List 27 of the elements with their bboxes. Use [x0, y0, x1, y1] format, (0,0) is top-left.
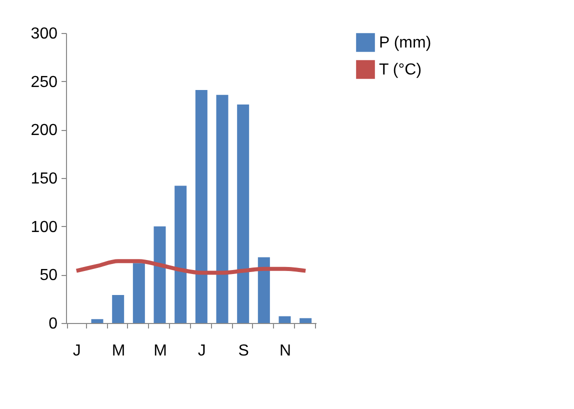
bar — [216, 94, 228, 323]
y-tick-label: 150 — [30, 170, 58, 188]
bar — [300, 318, 312, 323]
x-tick-label: M — [154, 342, 167, 360]
x-tick-label: S — [238, 342, 249, 360]
y-tick-label: 300 — [30, 26, 58, 42]
bar — [174, 186, 187, 323]
y-tick-label: 200 — [30, 122, 58, 140]
y-tick-label: 250 — [30, 74, 58, 91]
y-tick-label: 50 — [40, 267, 58, 284]
bar — [112, 294, 124, 323]
x-tick-label: M — [112, 342, 126, 360]
bar — [195, 90, 208, 323]
legend-label: T (°C) — [379, 62, 422, 78]
bar — [237, 104, 250, 323]
bar — [91, 319, 104, 323]
line-series — [74, 259, 308, 275]
bar — [258, 257, 270, 323]
legend-label: P (mm) — [379, 34, 432, 52]
bar — [154, 226, 166, 323]
x-tick-label: N — [279, 342, 292, 360]
bar — [278, 316, 291, 323]
y-tick-label: 0 — [48, 316, 58, 332]
x-tick-label: J — [72, 342, 81, 360]
x-tick-label: J — [198, 342, 206, 360]
bar — [132, 263, 145, 323]
y-tick-label: 100 — [30, 218, 58, 236]
